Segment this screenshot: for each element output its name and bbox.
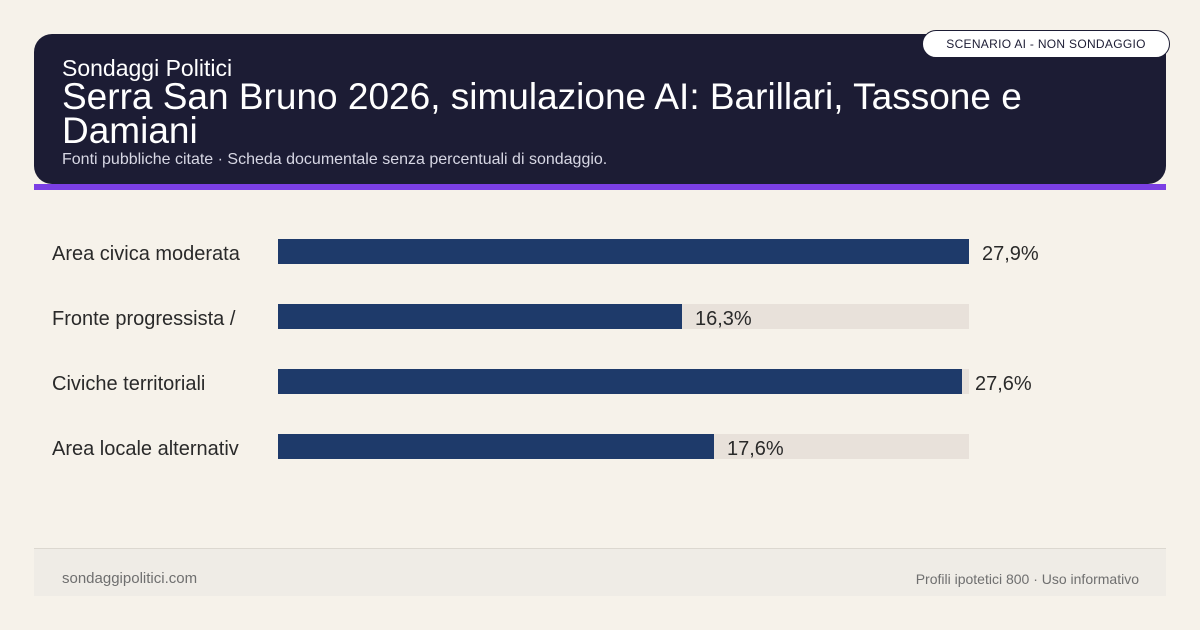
scenario-badge: SCENARIO AI - NON SONDAGGIO <box>922 30 1170 58</box>
bar <box>278 304 682 329</box>
value-label: 27,9% <box>982 243 1039 265</box>
bar <box>278 434 714 459</box>
page-title: Serra San Bruno 2026, simulazione AI: Ba… <box>62 76 1022 151</box>
header-accent-line <box>34 184 1166 190</box>
bar <box>278 239 969 264</box>
site-kicker: Sondaggi Politici <box>62 55 233 81</box>
category-label: Civiche territoriali <box>52 373 206 395</box>
footer-note: Profili ipotetici 800 · Uso informativo <box>915 571 1139 587</box>
bar-chart: Area civica moderata 27,9% Fronte progress… <box>52 239 1039 460</box>
bar <box>278 369 962 394</box>
category-label: Area civica moderata <box>52 243 240 265</box>
category-label: Area locale alternativ <box>52 438 239 460</box>
footer: sondaggipolitici.com Profili ipotetici 8… <box>34 548 1166 596</box>
footer-site: sondaggipolitici.com <box>62 570 198 587</box>
value-label: 17,6% <box>727 438 784 460</box>
value-label: 27,6% <box>975 373 1032 395</box>
header-panel: Sondaggi Politici Serra San Bruno 2026, … <box>34 34 1166 184</box>
category-label: Fronte progressista / <box>52 308 236 330</box>
value-label: 16,3% <box>695 308 752 330</box>
page-subtitle: Fonti pubbliche citate · Scheda document… <box>62 151 608 168</box>
